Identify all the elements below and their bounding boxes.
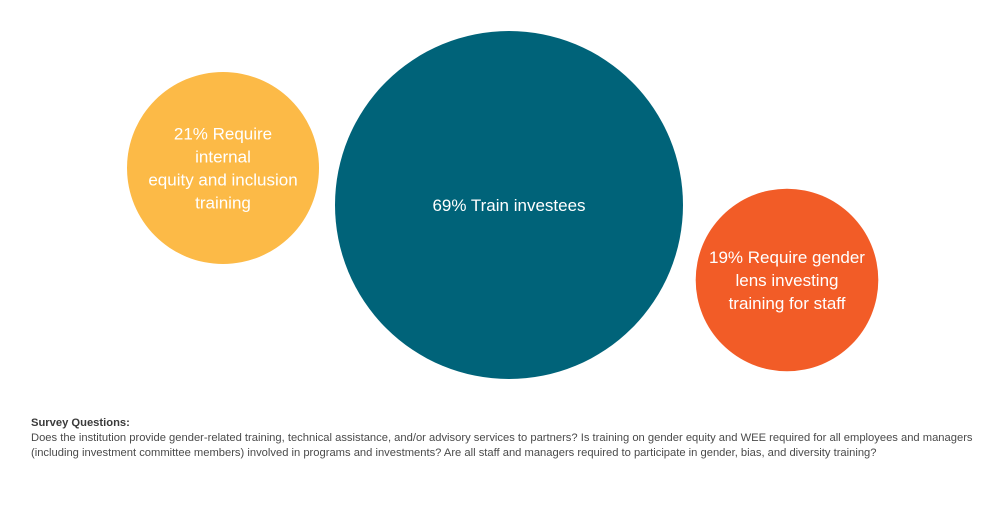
bubble-label-3: 19% Require gender lens investing training… — [709, 248, 865, 313]
notes-heading: Survey Questions: — [31, 417, 130, 429]
bubble-label-2: 69% Train investees — [432, 196, 585, 215]
bubble-label-line: training for staff — [729, 294, 846, 313]
bubble-label-line: lens investing — [735, 271, 838, 290]
bubble-label-line: training — [195, 194, 251, 213]
bubble-3 — [695, 188, 879, 372]
bubble-label-line: 69% Train investees — [432, 196, 585, 215]
bubble-label-line: 19% Require gender — [709, 248, 865, 267]
bubble-label-line: internal — [195, 148, 251, 167]
bubble-chart: 21% Require internal equity and inclusion t… — [127, 31, 879, 379]
bubble-1 — [127, 72, 319, 264]
bubble-label-line: equity and inclusion — [148, 171, 297, 190]
bubble-2 — [335, 31, 683, 379]
survey-notes: Survey Questions: Does the institution p… — [31, 416, 976, 461]
notes-body: Does the institution provide gender-rela… — [31, 432, 973, 459]
bubble-label-line: 21% Require — [174, 125, 272, 144]
bubble-label-1: 21% Require internal equity and inclusion t… — [148, 125, 297, 213]
